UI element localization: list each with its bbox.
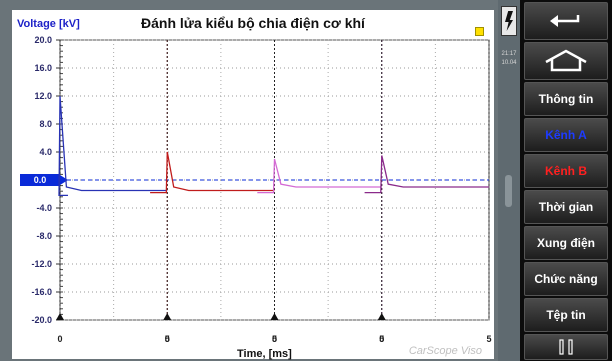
home-icon — [545, 49, 587, 72]
y-tick-label: -20.0 — [31, 315, 52, 325]
x-tick-label: 5 — [486, 334, 491, 344]
waveform-series-2 — [150, 151, 275, 194]
back-button[interactable] — [524, 2, 608, 40]
scope-frame: 20.0 16.0 12.0 8.0 4.0 0.0 -4.0 -8.0 -12.0 -16.0 -… — [0, 0, 498, 361]
waveform-series-4 — [364, 155, 489, 194]
files-button[interactable]: Tệp tin — [524, 298, 608, 332]
scroll-handle[interactable] — [505, 175, 512, 207]
chart-title: Đánh lửa kiểu bộ chia điện cơ khí — [141, 15, 365, 31]
y-tick-label: -4.0 — [36, 203, 52, 213]
x-tick-label: 5 — [165, 334, 170, 344]
oscilloscope-plot[interactable]: 20.0 16.0 12.0 8.0 4.0 0.0 -4.0 -8.0 -12.0 -16.0 -… — [12, 10, 494, 359]
time-button[interactable]: Thời gian — [524, 190, 608, 224]
oscilloscope-panel: 20.0 16.0 12.0 8.0 4.0 0.0 -4.0 -8.0 -12.0 -16.0 -… — [12, 10, 494, 360]
brand-watermark: CarScope Viso — [408, 345, 482, 357]
pause-icon — [559, 339, 573, 355]
trigger-marker — [270, 313, 279, 320]
x-tick-label: 5 — [379, 334, 384, 344]
clock-date: 10.04 — [501, 60, 517, 66]
y-tick-label: 8.0 — [39, 119, 52, 129]
trigger-marker — [377, 313, 386, 320]
back-arrow-icon — [550, 15, 580, 27]
zero-label-text: 0.0 — [34, 175, 47, 185]
x-tick-label: 0 — [57, 334, 62, 344]
y-tick-label: 20.0 — [34, 35, 52, 45]
zero-label-highlight — [20, 174, 60, 186]
home-button[interactable] — [524, 42, 608, 80]
x-tick-label: 0 — [379, 334, 384, 344]
sidebar: Thông tin Kênh A Kênh B Thời gian Xung đ… — [520, 0, 612, 361]
clock-time: 21:17 — [501, 51, 517, 57]
pause-button[interactable] — [524, 334, 608, 360]
channel-a-button[interactable]: Kênh A — [524, 118, 608, 152]
x-tick-label: 0 — [272, 334, 277, 344]
y-tick-label: -8.0 — [36, 231, 52, 241]
x-tick-label: 5 — [272, 334, 277, 344]
yellow-square-icon[interactable] — [475, 27, 484, 36]
info-button[interactable]: Thông tin — [524, 82, 608, 116]
y-tick-label: 12.0 — [34, 91, 52, 101]
pulse-button[interactable]: Xung điện — [524, 226, 608, 260]
x-tick-label: 0 — [165, 334, 170, 344]
y-tick-label: 4.0 — [39, 147, 52, 157]
y-tick-label: -12.0 — [31, 259, 52, 269]
y-tick-label: 16.0 — [34, 63, 52, 73]
status-strip: 21:17 10.04 — [498, 0, 520, 361]
trigger-marker — [163, 313, 172, 320]
y-tick-label: -16.0 — [31, 287, 52, 297]
zero-marker — [60, 175, 68, 185]
x-axis-unit-label: Time, [ms] — [237, 348, 292, 360]
waveform-series-3 — [257, 158, 382, 194]
clock: 21:17 10.04 — [498, 50, 520, 68]
battery-charging-icon — [501, 6, 517, 36]
functions-button[interactable]: Chức năng — [524, 262, 608, 296]
y-axis-unit-label: Voltage [kV] — [17, 18, 80, 30]
trigger-marker — [56, 313, 64, 320]
channel-b-button[interactable]: Kênh B — [524, 154, 608, 188]
waveform-series-1 — [58, 95, 168, 197]
